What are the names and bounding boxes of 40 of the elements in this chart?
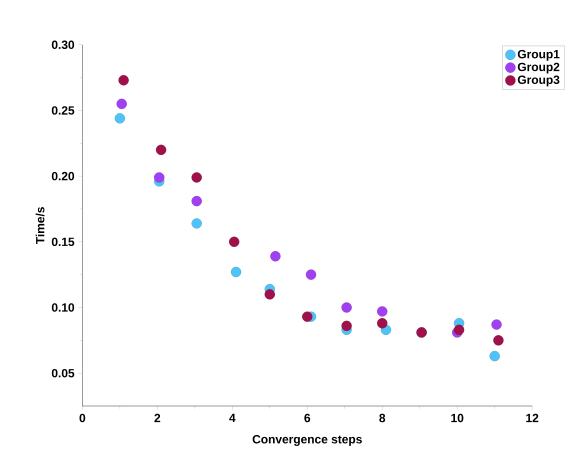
y-tick-label: 0.05 [52,369,74,378]
x-tick-label: 10 [451,414,464,422]
y-tick-label: 0.20 [52,172,74,181]
point [490,351,500,362]
y-tick-label: 0.25 [52,106,74,115]
x-tick-label: 4 [229,414,236,422]
x-tick-label: 2 [154,414,160,422]
y-axis-title: Time/s [36,207,45,244]
x-tick-label: 12 [526,414,538,422]
point [493,335,504,346]
x-tick-label: 6 [304,414,310,422]
point [116,98,127,110]
point [270,251,281,262]
point [192,196,202,206]
point [306,270,316,280]
legend-label: Group3 [518,76,560,87]
point [229,236,240,248]
point [341,302,352,313]
point [491,320,502,330]
y-tick-label: 0.30 [52,40,74,50]
point [192,172,202,183]
point [377,306,388,317]
point [264,289,275,300]
x-tick-label: 8 [379,414,386,422]
point [118,75,129,86]
point [377,318,388,329]
point [341,320,352,332]
x-axis-title: Convergence steps [252,435,362,446]
point [454,324,464,336]
y-tick-label: 0.10 [52,303,74,312]
point [114,113,126,124]
x-tick-label: 0 [80,414,86,422]
legend-label: Group1 [518,50,560,61]
point [154,172,164,183]
point [192,218,202,229]
point [156,144,166,156]
y-tick-label: 0.15 [52,238,74,246]
legend-label: Group2 [518,62,560,74]
point [302,312,312,322]
point [230,267,242,278]
